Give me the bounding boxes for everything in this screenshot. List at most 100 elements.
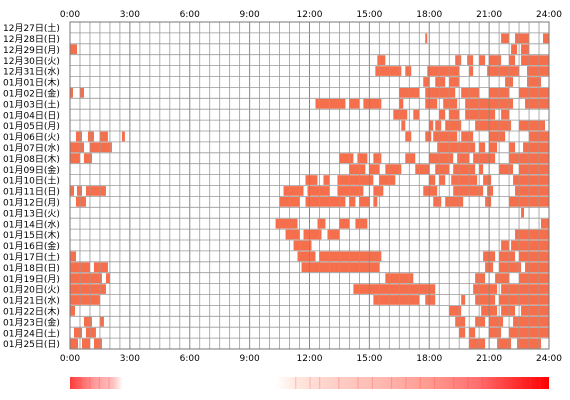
row-date-label: 01月21日(水): [3, 295, 60, 307]
activity-bar: [473, 284, 498, 294]
activity-bar: [303, 229, 322, 240]
activity-bar: [473, 153, 496, 164]
activity-bar: [437, 142, 476, 153]
activity-bar: [425, 131, 432, 142]
activity-bar: [99, 131, 108, 142]
activity-bar: [70, 142, 84, 153]
row-date-label: 01月12日(月): [3, 198, 60, 209]
colorbar-streak: [529, 377, 532, 389]
activity-bar: [449, 77, 460, 87]
activity-bar: [283, 186, 304, 196]
activity-bar: [475, 316, 486, 327]
activity-bar: [89, 142, 112, 153]
colorbar-streak: [79, 377, 81, 389]
activity-bar: [373, 153, 382, 164]
row-date-label: 01月18日(日): [3, 263, 60, 274]
activity-bar: [501, 109, 510, 120]
activity-bar: [427, 66, 460, 76]
activity-bar: [511, 240, 549, 251]
activity-bar: [511, 44, 518, 55]
row-date-label: 01月24日(土): [3, 327, 60, 339]
plot-border: [69, 21, 550, 350]
x-tick-label-top: 6:00: [180, 10, 200, 20]
activity-bar: [435, 77, 446, 87]
activity-bar: [75, 131, 82, 142]
row-date-label: 01月13日(火): [3, 208, 60, 219]
activity-bar: [85, 186, 106, 196]
activity-bar: [541, 218, 549, 229]
activity-bar: [377, 55, 386, 65]
activity-bar: [349, 197, 356, 207]
activity-bar: [425, 88, 456, 98]
activity-bar: [105, 273, 110, 283]
row-date-label: 01月09日(金): [3, 164, 60, 176]
activity-bar: [489, 316, 504, 327]
row-date-label: 12月28日(日): [3, 34, 60, 45]
row-date-label: 01月04日(日): [3, 110, 60, 121]
activity-bar: [501, 306, 516, 316]
activity-bar: [373, 186, 384, 196]
activity-bar: [501, 284, 549, 294]
colorbar-streak: [338, 377, 340, 389]
activity-bar: [369, 164, 380, 174]
colorbar-streak: [496, 377, 498, 389]
activity-bar: [521, 207, 525, 218]
activity-bar: [319, 251, 382, 262]
activity-bar: [373, 197, 378, 207]
activity-bar: [76, 186, 82, 196]
colorbar-streak: [481, 377, 484, 389]
activity-bar: [519, 273, 549, 283]
activity-bar: [461, 295, 466, 305]
activity-bar: [423, 186, 438, 196]
activity-bar: [475, 295, 496, 305]
x-tick-label-top: 24:00: [536, 10, 562, 20]
activity-bar: [337, 186, 364, 196]
activity-bar: [449, 306, 462, 316]
colorbar-streak: [98, 377, 100, 389]
activity-bar: [70, 284, 106, 294]
activity-bar: [275, 218, 298, 229]
activity-bar: [499, 251, 516, 262]
row-date-label: 12月27日(土): [3, 22, 60, 34]
activity-bar: [459, 327, 466, 338]
colorbar-streak: [419, 377, 421, 389]
colorbar: [70, 377, 549, 389]
x-tick-label-top: 18:00: [416, 10, 442, 20]
grid-lines: [69, 21, 550, 350]
activity-bar: [393, 109, 408, 120]
activity-bar: [479, 164, 484, 174]
activity-bar: [339, 153, 354, 164]
activity-bar: [455, 316, 466, 327]
activity-bar: [489, 131, 506, 142]
activity-bar: [497, 338, 512, 349]
row-date-label: 12月31日(水): [3, 66, 60, 78]
activity-bar: [70, 273, 102, 283]
activity-bar: [425, 98, 438, 109]
activity-bar: [373, 295, 420, 305]
activity-bar: [487, 186, 494, 196]
activity-bar: [525, 262, 549, 273]
activity-bar: [349, 98, 360, 109]
colorbar-streak: [108, 377, 110, 389]
activity-bar: [79, 88, 84, 98]
activity-bar: [445, 120, 462, 131]
activity-bar: [433, 197, 442, 207]
activity-bar: [93, 338, 102, 349]
row-date-label: 01月08日(木): [3, 153, 60, 165]
colorbar-streak: [319, 377, 321, 389]
activity-bar: [315, 98, 346, 109]
activity-bar: [495, 273, 510, 283]
x-tick-label-bottom: 9:00: [240, 354, 260, 364]
x-tick-label-bottom: 15:00: [356, 354, 382, 364]
activity-bar: [339, 218, 350, 229]
activity-bar: [87, 131, 94, 142]
row-date-label: 01月23日(金): [3, 316, 60, 328]
x-tick-label-top: 15:00: [356, 10, 382, 20]
x-tick-label-bottom: 0:00: [60, 354, 80, 364]
x-tick-label-top: 9:00: [240, 10, 260, 20]
activity-bar: [499, 262, 522, 273]
activity-bar: [509, 142, 516, 153]
activity-bar: [415, 164, 430, 174]
activity-bar: [337, 175, 374, 185]
